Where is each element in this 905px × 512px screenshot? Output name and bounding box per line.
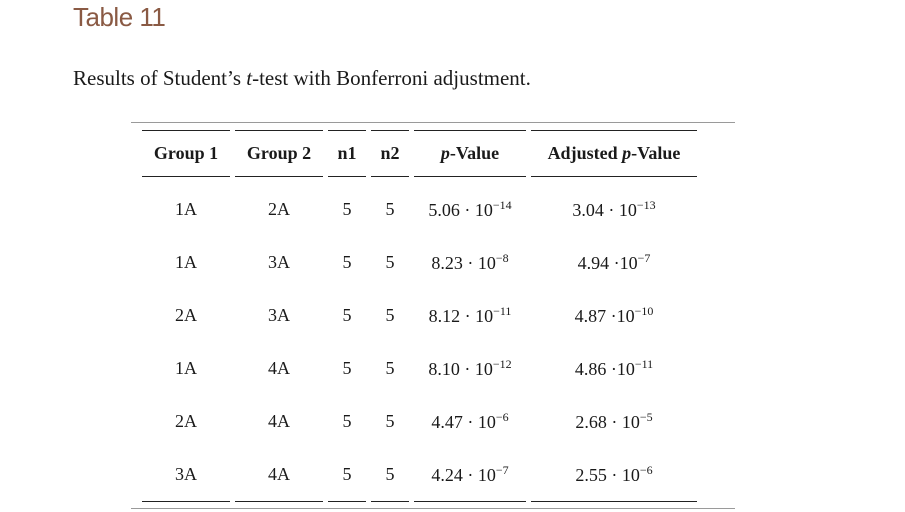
cell-adjusted-pvalue: 4.86 ·10−11 [531, 342, 697, 395]
cell-pvalue-exponent: −7 [495, 463, 509, 477]
cell-n2: 5 [385, 305, 395, 325]
cell-adjusted-pvalue: 2.68 · 10−5 [531, 395, 697, 448]
cell-group1: 1A [175, 199, 197, 219]
cell-group1: 2A [175, 411, 197, 431]
cell-pvalue-exponent: −14 [492, 198, 512, 212]
cell-n1: 5 [342, 252, 352, 272]
table-row: 1A 3A 5 5 8.23 · 10−8 4.94 ·10−7 [142, 236, 697, 289]
cell-adjusted-pvalue-exponent: −6 [639, 463, 653, 477]
cell-group2: 3A [268, 305, 290, 325]
cell-adjusted-pvalue: 4.87 ·10−10 [531, 289, 697, 342]
header-pvalue-italic: p [440, 143, 450, 163]
cell-pvalue-mantissa: 8.23 · 10 [431, 253, 496, 273]
table-row: 1A 4A 5 5 8.10 · 10−12 4.86 ·10−11 [142, 342, 697, 395]
cell-pvalue: 8.12 · 10−11 [414, 289, 526, 342]
cell-pvalue-exponent: −6 [495, 410, 509, 424]
results-table: Group 1 Group 2 n1 n2 p-Value Adjusted p… [137, 130, 702, 502]
cell-group1: 1A [175, 252, 197, 272]
header-group1: Group 1 [142, 130, 230, 177]
cell-adjusted-pvalue-exponent: −10 [634, 304, 654, 318]
cell-group2: 2A [268, 199, 290, 219]
cell-pvalue: 4.24 · 10−7 [414, 448, 526, 502]
table-row: 2A 4A 5 5 4.47 · 10−6 2.68 · 10−5 [142, 395, 697, 448]
cell-pvalue: 5.06 · 10−14 [414, 177, 526, 236]
cell-n1: 5 [342, 199, 352, 219]
header-adjusted-prefix: Adjusted [547, 143, 623, 163]
table-row: 2A 3A 5 5 8.12 · 10−11 4.87 ·10−10 [142, 289, 697, 342]
cell-n2: 5 [371, 448, 409, 502]
header-n2: n2 [371, 130, 409, 177]
header-n1: n1 [328, 130, 366, 177]
cell-adjusted-pvalue-mantissa: 4.94 ·10 [577, 253, 638, 273]
cell-pvalue-mantissa: 4.24 · 10 [431, 465, 496, 485]
caption-text-end: -test with Bonferroni adjustment. [252, 66, 531, 90]
cell-adjusted-pvalue-exponent: −5 [639, 410, 653, 424]
header-group2: Group 2 [235, 130, 323, 177]
cell-n2: 5 [385, 411, 395, 431]
cell-adjusted-pvalue-mantissa: 4.87 ·10 [574, 306, 635, 326]
cell-pvalue-mantissa: 8.10 · 10 [428, 359, 493, 379]
cell-pvalue: 8.10 · 10−12 [414, 342, 526, 395]
header-adjusted-pvalue: Adjusted p-Value [531, 130, 697, 177]
header-pvalue-rest: -Value [449, 143, 500, 163]
cell-n2: 5 [385, 199, 395, 219]
cell-n1: 5 [342, 411, 352, 431]
table-top-rule [131, 122, 735, 123]
cell-group1: 1A [175, 358, 197, 378]
table-bottom-rule [131, 508, 735, 509]
cell-pvalue: 4.47 · 10−6 [414, 395, 526, 448]
cell-group2: 3A [268, 252, 290, 272]
cell-n2: 5 [385, 358, 395, 378]
cell-adjusted-pvalue-mantissa: 3.04 · 10 [572, 200, 637, 220]
cell-group2: 4A [268, 358, 290, 378]
table-caption: Results of Student’s t-test with Bonferr… [73, 66, 531, 91]
cell-adjusted-pvalue-exponent: −7 [637, 251, 651, 265]
cell-group1: 3A [142, 448, 230, 502]
header-adjusted-italic: p [622, 143, 632, 163]
cell-pvalue-mantissa: 4.47 · 10 [431, 412, 496, 432]
cell-adjusted-pvalue-mantissa: 2.68 · 10 [575, 412, 640, 432]
cell-group2: 4A [235, 448, 323, 502]
cell-n1: 5 [328, 448, 366, 502]
caption-italic-t: t [246, 66, 253, 90]
header-row: Group 1 Group 2 n1 n2 p-Value Adjusted p… [142, 130, 697, 177]
table-row: 1A 2A 5 5 5.06 · 10−14 3.04 · 10−13 [142, 177, 697, 236]
caption-text-start: Results of Student’s [73, 66, 247, 90]
table-body: 1A 2A 5 5 5.06 · 10−14 3.04 · 10−13 1A 3A 5 5 8.23… [142, 177, 697, 502]
cell-group2: 4A [268, 411, 290, 431]
table-row: 3A 4A 5 5 4.24 · 10−7 2.55 · 10−6 [142, 448, 697, 502]
cell-pvalue-mantissa: 8.12 · 10 [428, 306, 494, 326]
cell-adjusted-pvalue: 2.55 · 10−6 [531, 448, 697, 502]
cell-group1: 2A [175, 305, 197, 325]
cell-pvalue-mantissa: 5.06 · 10 [428, 200, 493, 220]
cell-n1: 5 [342, 358, 352, 378]
cell-adjusted-pvalue-mantissa: 2.55 · 10 [575, 465, 640, 485]
cell-adjusted-pvalue-exponent: −11 [634, 357, 654, 371]
cell-pvalue-exponent: −12 [492, 357, 512, 371]
cell-pvalue-exponent: −11 [493, 304, 512, 318]
cell-pvalue-exponent: −8 [495, 251, 509, 265]
cell-pvalue: 8.23 · 10−8 [414, 236, 526, 289]
header-pvalue: p-Value [414, 130, 526, 177]
table-label: Table 11 [73, 2, 166, 32]
cell-adjusted-pvalue-mantissa: 4.86 ·10 [574, 359, 635, 379]
cell-adjusted-pvalue-exponent: −13 [636, 198, 656, 212]
cell-n1: 5 [342, 305, 352, 325]
cell-adjusted-pvalue: 3.04 · 10−13 [531, 177, 697, 236]
cell-n2: 5 [385, 252, 395, 272]
header-adjusted-rest: -Value [631, 143, 681, 163]
cell-adjusted-pvalue: 4.94 ·10−7 [531, 236, 697, 289]
